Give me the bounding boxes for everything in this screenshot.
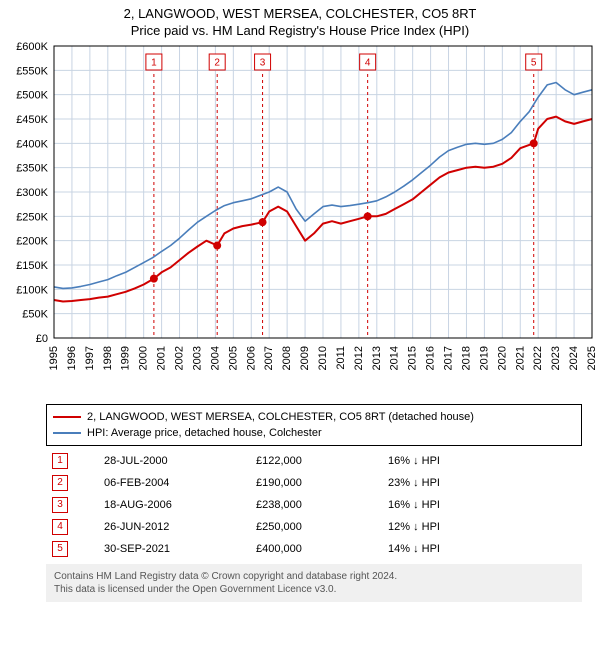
svg-text:2007: 2007 [263,346,275,370]
svg-text:2005: 2005 [227,346,239,370]
svg-text:1996: 1996 [66,346,78,370]
legend-label: HPI: Average price, detached house, Colc… [87,427,322,439]
sale-delta: 16% ↓ HPI [382,450,582,472]
sale-date: 28-JUL-2000 [98,450,250,472]
svg-text:2011: 2011 [335,346,347,370]
svg-text:2014: 2014 [389,346,401,370]
svg-text:£500K: £500K [16,90,48,102]
sales-table: 1 28-JUL-2000£122,00016% ↓ HPI 2 06-FEB-200… [46,450,582,560]
svg-text:1: 1 [151,58,157,69]
svg-text:2001: 2001 [156,346,168,370]
chart-svg: £0 £50K £100K £150K £200K £250K £300K £350K £400… [0,38,600,398]
svg-text:2020: 2020 [496,346,508,370]
svg-text:£50K: £50K [22,309,48,321]
chart-titles: 2, LANGWOOD, WEST MERSEA, COLCHESTER, CO… [0,0,600,38]
svg-text:2: 2 [214,58,220,69]
sale-delta: 14% ↓ HPI [382,538,582,560]
svg-text:5: 5 [531,58,537,69]
table-row: 4 26-JUN-2012£250,00012% ↓ HPI [46,516,582,538]
sale-price: £122,000 [250,450,382,472]
svg-text:£100K: £100K [16,284,48,296]
sale-price: £400,000 [250,538,382,560]
legend-swatch [53,432,81,434]
sale-num-cell: 3 [46,494,98,516]
sale-number-box: 3 [52,497,68,513]
svg-text:2017: 2017 [443,346,455,370]
table-row: 5 30-SEP-2021£400,00014% ↓ HPI [46,538,582,560]
sale-delta: 16% ↓ HPI [382,494,582,516]
sale-date: 06-FEB-2004 [98,472,250,494]
svg-text:2018: 2018 [460,346,472,370]
sale-num-cell: 4 [46,516,98,538]
sale-num-cell: 5 [46,538,98,560]
svg-text:£600K: £600K [16,41,48,53]
svg-text:2008: 2008 [281,346,293,370]
sale-num-cell: 2 [46,472,98,494]
table-row: 3 18-AUG-2006£238,00016% ↓ HPI [46,494,582,516]
legend-label: 2, LANGWOOD, WEST MERSEA, COLCHESTER, CO… [87,411,474,423]
svg-text:2004: 2004 [209,346,221,370]
sale-num-cell: 1 [46,450,98,472]
svg-text:2025: 2025 [586,346,598,370]
svg-text:£150K: £150K [16,260,48,272]
svg-text:£250K: £250K [16,211,48,223]
svg-text:2024: 2024 [568,346,580,370]
sale-price: £190,000 [250,472,382,494]
svg-text:2019: 2019 [478,346,490,370]
sale-date: 30-SEP-2021 [98,538,250,560]
svg-text:£350K: £350K [16,163,48,175]
svg-text:1997: 1997 [84,346,96,370]
svg-text:£550K: £550K [16,65,48,77]
sale-date: 18-AUG-2006 [98,494,250,516]
sale-delta: 23% ↓ HPI [382,472,582,494]
svg-text:2016: 2016 [425,346,437,370]
svg-text:£400K: £400K [16,138,48,150]
svg-text:1998: 1998 [102,346,114,370]
sale-number-box: 4 [52,519,68,535]
svg-text:1999: 1999 [120,346,132,370]
svg-text:£200K: £200K [16,236,48,248]
legend-item: HPI: Average price, detached house, Colc… [53,425,575,441]
svg-text:2015: 2015 [407,346,419,370]
svg-text:3: 3 [260,58,266,69]
svg-text:2012: 2012 [353,346,365,370]
legend: 2, LANGWOOD, WEST MERSEA, COLCHESTER, CO… [46,404,582,446]
legend-item: 2, LANGWOOD, WEST MERSEA, COLCHESTER, CO… [53,409,575,425]
svg-text:£300K: £300K [16,187,48,199]
chart-area: £0 £50K £100K £150K £200K £250K £300K £350K £400… [0,38,600,398]
legend-swatch [53,416,81,418]
svg-text:2003: 2003 [191,346,203,370]
sale-price: £250,000 [250,516,382,538]
table-row: 1 28-JUL-2000£122,00016% ↓ HPI [46,450,582,472]
title-line-2: Price paid vs. HM Land Registry's House … [0,23,600,38]
sale-delta: 12% ↓ HPI [382,516,582,538]
svg-text:2002: 2002 [174,346,186,370]
svg-text:2023: 2023 [550,346,562,370]
sale-date: 26-JUN-2012 [98,516,250,538]
footer-attribution: Contains HM Land Registry data © Crown c… [46,564,582,602]
svg-text:2022: 2022 [532,346,544,370]
svg-text:2021: 2021 [514,346,526,370]
svg-text:2009: 2009 [299,346,311,370]
sale-number-box: 1 [52,453,68,469]
sale-price: £238,000 [250,494,382,516]
svg-text:2000: 2000 [138,346,150,370]
svg-text:2010: 2010 [317,346,329,370]
footer-line-2: This data is licensed under the Open Gov… [54,583,574,596]
sale-number-box: 2 [52,475,68,491]
title-line-1: 2, LANGWOOD, WEST MERSEA, COLCHESTER, CO… [0,6,600,21]
svg-text:£450K: £450K [16,114,48,126]
svg-text:1995: 1995 [48,346,60,370]
footer-line-1: Contains HM Land Registry data © Crown c… [54,570,574,583]
table-row: 2 06-FEB-2004£190,00023% ↓ HPI [46,472,582,494]
svg-text:2013: 2013 [371,346,383,370]
svg-text:£0: £0 [36,333,48,345]
svg-text:2006: 2006 [245,346,257,370]
sale-number-box: 5 [52,541,68,557]
svg-text:4: 4 [365,58,371,69]
